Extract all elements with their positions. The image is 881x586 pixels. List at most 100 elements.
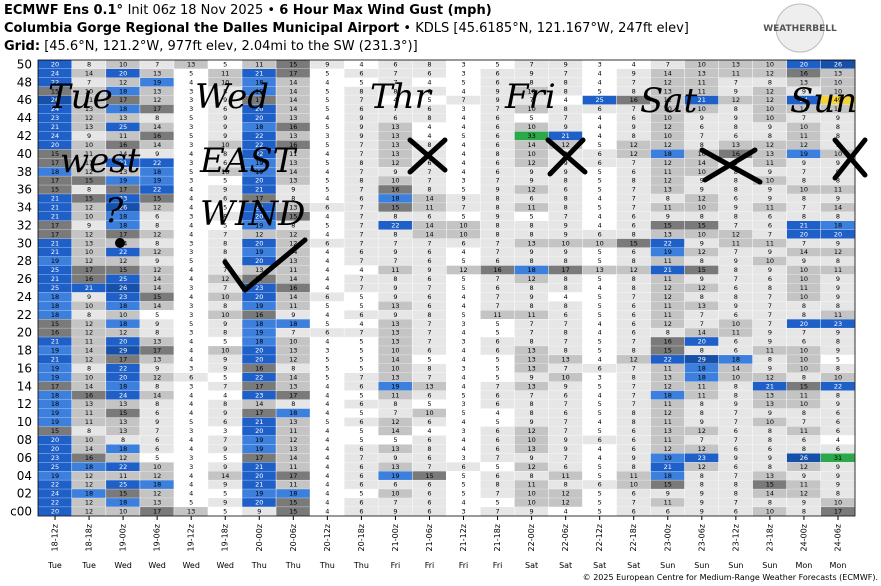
cell-value: 3: [325, 347, 329, 355]
cell-value: 13: [289, 347, 297, 355]
cell: [378, 68, 412, 78]
cell: [344, 149, 378, 159]
cell: [548, 355, 583, 364]
cell-value: 7: [393, 409, 397, 417]
cell-value: 19: [664, 454, 672, 462]
cell-value: 6: [427, 248, 431, 256]
cell: [412, 212, 446, 221]
cell-value: 4: [325, 78, 329, 86]
cell-value: 16: [664, 338, 672, 346]
cell: [242, 229, 276, 239]
cell-value: 3: [598, 60, 602, 68]
cell: [786, 444, 821, 454]
cell: [378, 113, 412, 123]
cell-value: 17: [255, 409, 263, 417]
cell: [208, 310, 242, 319]
cell: [344, 95, 378, 105]
cell: [242, 355, 276, 364]
cell: [140, 337, 174, 346]
cell-value: 8: [768, 427, 772, 435]
cell: [242, 364, 276, 373]
cell: [548, 319, 583, 328]
cell: [548, 489, 583, 498]
cell-value: 6: [632, 302, 636, 310]
cell-value: 17: [119, 96, 127, 104]
cell: [412, 265, 446, 275]
cell: [38, 328, 72, 337]
cell-value: 13: [527, 356, 535, 364]
cell: [684, 149, 719, 159]
cell: [174, 149, 208, 159]
cell: [72, 68, 106, 78]
cell-value: 9: [291, 186, 295, 194]
cell: [514, 131, 549, 141]
cell-value: 14: [289, 168, 297, 176]
cell-value: 25: [119, 481, 127, 489]
cell: [276, 372, 310, 382]
cell-value: 11: [85, 96, 93, 104]
cell: [208, 507, 242, 516]
cell-value: 25: [51, 266, 59, 274]
cell: [242, 158, 276, 167]
cell-value: 15: [664, 481, 672, 489]
cell: [140, 408, 174, 418]
cell: [480, 238, 515, 248]
cell: [242, 104, 276, 114]
cell-value: 19: [51, 373, 59, 381]
cell-value: 8: [700, 141, 704, 149]
cell: [786, 417, 821, 427]
cell: [820, 408, 855, 418]
cell: [38, 220, 72, 230]
cell-value: 9: [155, 320, 159, 328]
cell-value: 22: [255, 373, 263, 381]
cell: [548, 122, 583, 132]
cell: [72, 229, 106, 239]
cell: [344, 212, 378, 221]
x-tick-label: 23-00z: [663, 524, 672, 551]
cell-value: 10: [800, 400, 808, 408]
cell: [276, 194, 310, 203]
cell-value: 17: [255, 96, 263, 104]
cell: [412, 381, 446, 391]
cell-value: 8: [632, 347, 636, 355]
cell-value: 7: [564, 454, 568, 462]
cell-value: 7: [802, 239, 806, 247]
cell-value: 8: [530, 338, 534, 346]
cell: [174, 131, 208, 141]
cell-value: 11: [527, 204, 535, 212]
cell-value: 17: [153, 347, 161, 355]
cell-value: 4: [427, 78, 431, 86]
cell-value: 6: [530, 195, 534, 203]
y-tick-label: 16: [17, 361, 32, 375]
cell: [208, 220, 242, 230]
cell: [106, 203, 140, 212]
cell-value: 3: [189, 284, 193, 292]
cell: [106, 417, 140, 427]
cell-value: 22: [119, 463, 127, 471]
cell: [344, 122, 378, 132]
cell: [786, 176, 821, 185]
cell-value: 15: [766, 481, 774, 489]
cell: [616, 408, 651, 418]
cell: [208, 122, 242, 132]
cell: [378, 337, 412, 346]
cell-value: 12: [664, 320, 672, 328]
cell: [582, 283, 617, 293]
cell-value: 5: [223, 508, 227, 516]
cell-value: 10: [85, 373, 93, 381]
cell: [718, 167, 753, 176]
cell: [548, 68, 583, 78]
cell-value: 9: [530, 373, 534, 381]
cell-value: 10: [698, 230, 706, 238]
annotation: Sat: [640, 81, 698, 121]
cell: [786, 86, 821, 96]
cell: [310, 337, 344, 346]
cell-value: 19: [153, 177, 161, 185]
cell: [548, 77, 583, 87]
cell-value: 3: [189, 177, 193, 185]
cell-value: 10: [800, 275, 808, 283]
cell-value: 12: [664, 445, 672, 453]
cell-value: 13: [596, 266, 604, 274]
cell-value: 6: [734, 508, 738, 516]
cell-value: 8: [836, 257, 840, 265]
